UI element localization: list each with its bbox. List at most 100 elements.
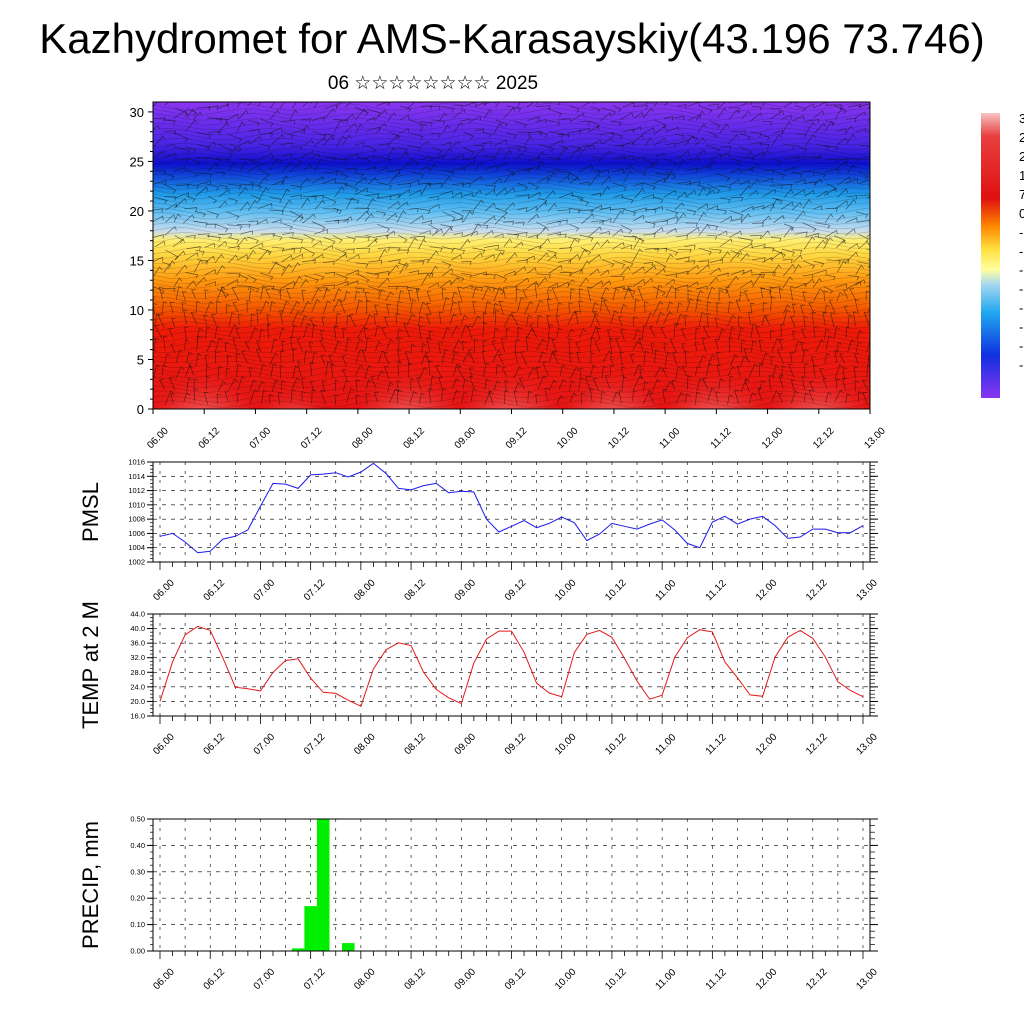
wind-barb <box>282 232 294 237</box>
wind-barb <box>623 164 634 174</box>
wind-barb <box>783 102 797 108</box>
wind-barb <box>173 132 189 143</box>
wind-barb <box>804 189 815 197</box>
contour-band <box>153 182 870 190</box>
wind-barb <box>548 379 558 392</box>
wind-barb <box>751 273 765 279</box>
wind-barb <box>484 202 496 212</box>
contour-band <box>153 355 870 364</box>
wind-barb <box>281 199 293 212</box>
wind-barb <box>289 210 304 222</box>
wind-barb <box>706 224 719 231</box>
wind-barb <box>548 139 564 148</box>
wind-barb <box>757 388 763 402</box>
wind-barb <box>744 379 750 392</box>
wind-barb <box>450 301 457 314</box>
wind-barb <box>536 176 549 184</box>
wind-barb <box>792 155 806 161</box>
wind-barb <box>270 109 280 120</box>
wind-barb <box>426 337 431 352</box>
wind-barb <box>527 116 540 122</box>
wind-barb <box>335 281 349 287</box>
wind-barb <box>271 134 285 145</box>
wind-barb <box>675 289 680 300</box>
wind-barb <box>513 266 527 275</box>
wind-barb <box>537 276 548 288</box>
wind-barb <box>551 350 559 364</box>
wind-barb <box>517 326 522 339</box>
wind-barb <box>633 328 641 341</box>
wind-barb <box>676 234 688 240</box>
wind-barb <box>452 389 460 403</box>
wind-barb <box>154 117 166 122</box>
wind-barb <box>385 230 396 237</box>
wind-barb <box>345 198 360 204</box>
xtick-label: 12.12 <box>804 966 830 992</box>
wind-barb <box>847 314 853 328</box>
wind-barb <box>725 286 731 299</box>
wind-barb <box>622 288 636 295</box>
wind-barb <box>376 156 392 164</box>
wind-barb <box>311 195 324 200</box>
wind-barb <box>280 350 285 363</box>
wind-barb <box>154 313 161 327</box>
wind-barb <box>755 326 760 338</box>
wind-barb <box>762 121 773 126</box>
wind-barb <box>355 338 363 351</box>
ytick-label: 44.0 <box>130 610 145 619</box>
wind-barb <box>719 238 733 248</box>
wind-barb <box>504 187 516 196</box>
wind-barb <box>240 230 253 235</box>
wind-barb <box>783 143 796 150</box>
wind-barb <box>226 304 231 314</box>
wind-barb <box>418 182 432 187</box>
wind-barb <box>684 260 696 265</box>
wind-barb <box>556 395 564 405</box>
wind-barb <box>698 211 707 221</box>
wind-barb <box>675 392 685 405</box>
wind-barb <box>835 283 847 289</box>
colorbar-label: 2 <box>1019 149 1024 164</box>
wind-barb <box>224 341 230 353</box>
wind-barb <box>280 380 286 391</box>
wind-barb <box>751 151 765 159</box>
wind-barb <box>501 366 508 377</box>
wind-barb <box>579 277 589 288</box>
wind-barb <box>846 133 856 145</box>
wind-barb <box>716 351 721 366</box>
wind-barb <box>282 131 294 139</box>
wind-barb <box>730 130 747 135</box>
wind-barb <box>503 107 516 119</box>
wind-barb <box>257 203 273 210</box>
wind-barb <box>396 249 410 255</box>
wind-barb <box>709 120 721 129</box>
wind-barb <box>835 200 849 209</box>
wind-barb <box>567 311 578 325</box>
wind-barb <box>216 103 229 110</box>
wind-barb <box>770 356 775 366</box>
wind-barb <box>729 250 743 262</box>
wind-barb <box>847 164 856 174</box>
xtick-label: 12.00 <box>754 731 780 757</box>
wind-barb <box>654 366 664 377</box>
wind-barb <box>663 343 668 353</box>
wind-barb <box>505 105 522 113</box>
wind-barb <box>591 220 605 225</box>
wind-barb <box>418 238 427 250</box>
wind-barb <box>515 277 530 287</box>
wind-barb <box>419 123 428 133</box>
wind-barb <box>527 245 542 251</box>
wind-barb <box>403 322 410 338</box>
wind-barb <box>164 152 177 158</box>
wind-barb <box>632 340 641 351</box>
wind-barb <box>643 277 654 286</box>
wind-barb <box>255 348 262 363</box>
section-xtick-label: 06.00 <box>145 425 171 451</box>
wind-barb <box>579 181 590 187</box>
wind-barb <box>687 289 692 303</box>
wind-barb <box>356 210 370 222</box>
xtick-label: 13.00 <box>854 731 880 757</box>
wind-barb <box>186 169 198 178</box>
wind-barb <box>297 361 302 377</box>
